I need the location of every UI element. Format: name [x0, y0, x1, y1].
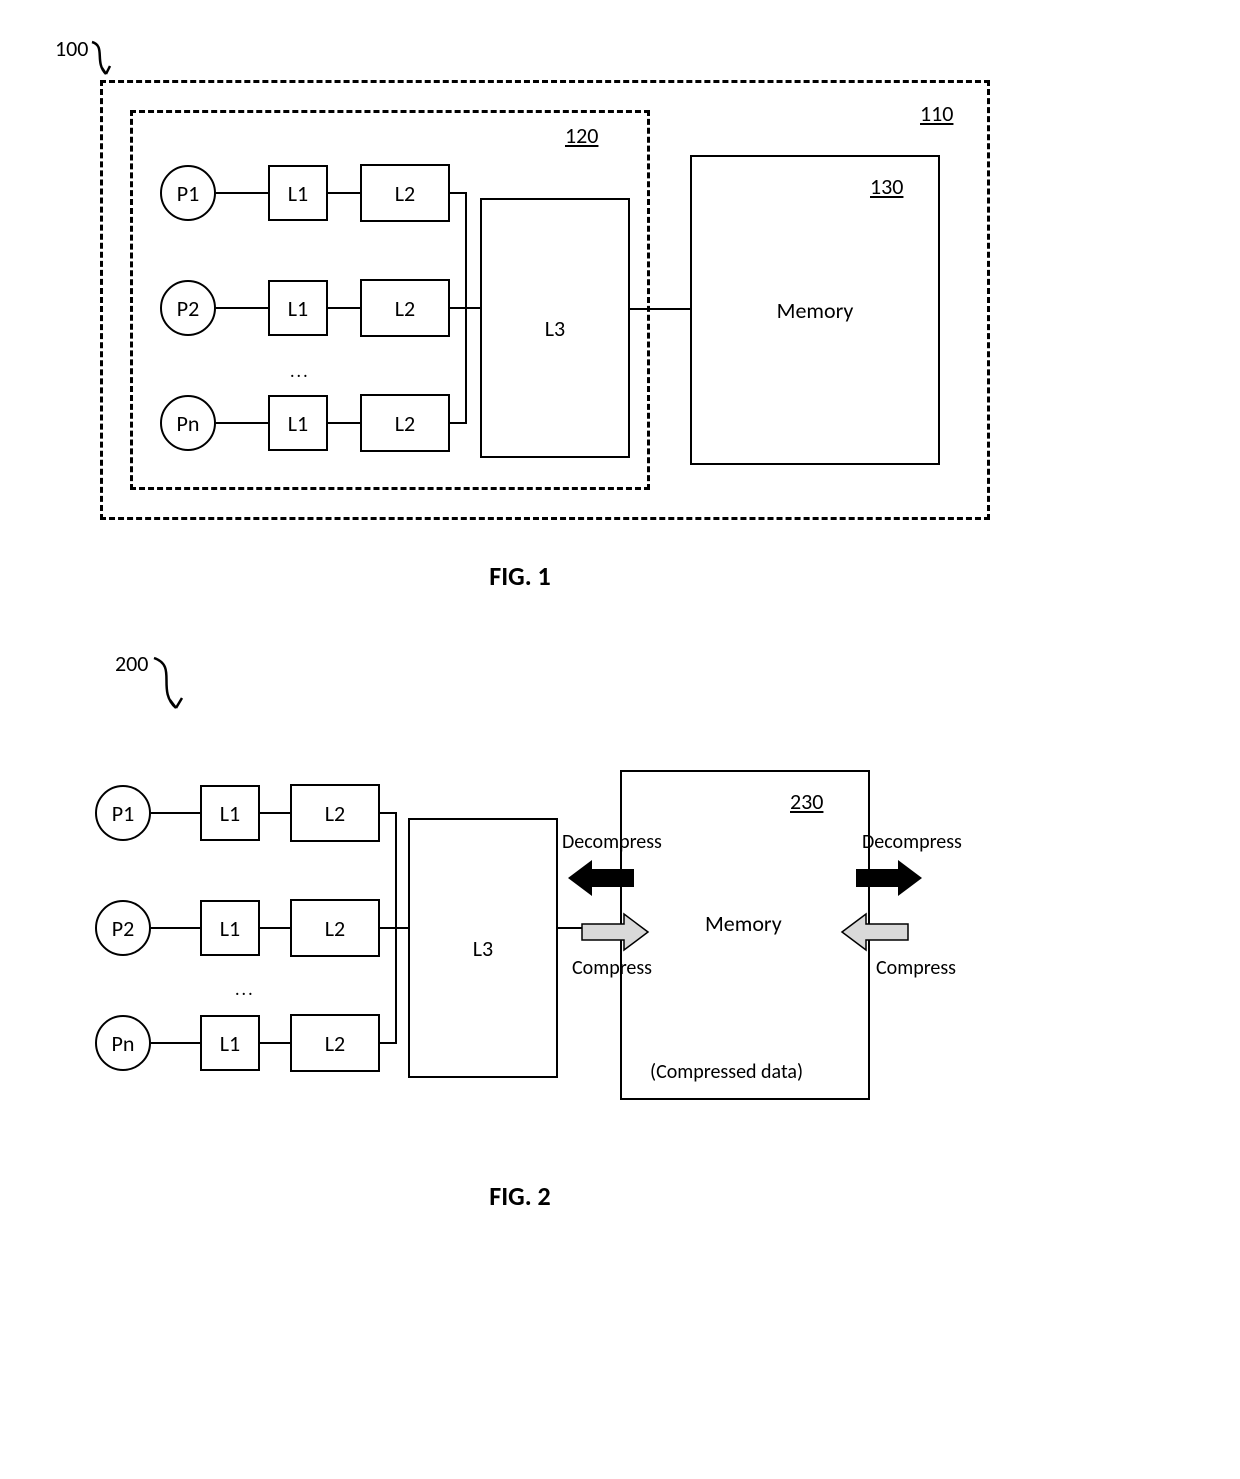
fig1-pn: Pn [160, 395, 216, 451]
fig2-line-l2-bus-1 [380, 812, 395, 814]
canvas: 100 110 120 P1 L1 L2 P2 L1 L2 ... Pn L1 … [0, 0, 1240, 1479]
fig1-memory: Memory [690, 155, 940, 465]
fig1-l1-1: L1 [268, 165, 328, 221]
fig2-l2-n: L2 [290, 1014, 380, 1072]
fig1-line-l1-l2-n [328, 422, 360, 424]
fig1-line-p2-l1 [216, 307, 268, 309]
fig2-line-p2-l1 [151, 927, 200, 929]
fig1-line-l3-mem [630, 308, 690, 310]
fig2-left-compress-label: Compress [572, 956, 652, 980]
fig1-line-l2-bus-1 [450, 192, 465, 194]
fig1-caption: FIG. 1 [445, 560, 595, 592]
fig2-ref-200-pointer [152, 656, 192, 716]
fig1-line-l1-l2-1 [328, 192, 360, 194]
fig2-caption: FIG. 2 [445, 1180, 595, 1212]
fig1-line-l1-l2-2 [328, 307, 360, 309]
fig2-l2-2: L2 [290, 899, 380, 957]
fig2-line-l1-l2-1 [260, 812, 290, 814]
fig1-p1: P1 [160, 165, 216, 221]
fig2-line-l1-l2-2 [260, 927, 290, 929]
fig2-left-decompress-label: Decompress [562, 830, 662, 854]
fig2-l1-2: L1 [200, 900, 260, 956]
fig1-l2-2: L2 [360, 279, 450, 337]
fig1-l2-n: L2 [360, 394, 450, 452]
fig1-ellipsis: ... [290, 360, 310, 382]
fig2-line-l2-bus-n [380, 1042, 395, 1044]
fig2-arrow-left-compress [578, 912, 648, 952]
fig2-line-pn-l1 [151, 1042, 200, 1044]
fig2-right-compress-label: Compress [876, 956, 956, 980]
fig2-memory-label: Memory [705, 910, 782, 937]
fig2-arrow-right-compress [842, 912, 912, 952]
fig1-ref-120: 120 [565, 122, 598, 149]
fig2-line-l2-bus-2 [380, 927, 408, 929]
fig1-l1-n: L1 [268, 395, 328, 451]
fig2-arrow-left-decompress [568, 858, 638, 898]
fig2-p2: P2 [95, 900, 151, 956]
fig1-ref-110: 110 [920, 100, 953, 127]
fig2-line-l1-l2-n [260, 1042, 290, 1044]
fig1-p2: P2 [160, 280, 216, 336]
fig2-arrow-right-decompress [852, 858, 922, 898]
fig2-l3: L3 [408, 818, 558, 1078]
fig1-l2-1: L2 [360, 164, 450, 222]
fig1-bus [465, 192, 467, 424]
fig1-line-p1-l1 [216, 192, 268, 194]
fig2-l1-n: L1 [200, 1015, 260, 1071]
fig2-ref-230: 230 [790, 788, 823, 815]
fig1-ref-130: 130 [870, 173, 903, 200]
fig2-ellipsis: ... [235, 978, 255, 1000]
fig1-l1-2: L1 [268, 280, 328, 336]
fig1-l3: L3 [480, 198, 630, 458]
fig2-ref-200: 200 [115, 650, 148, 677]
fig1-ref-100-pointer [88, 40, 118, 80]
fig2-right-decompress-label: Decompress [862, 830, 962, 854]
fig2-p1: P1 [95, 785, 151, 841]
fig2-l1-1: L1 [200, 785, 260, 841]
fig1-line-l2-bus-n [450, 422, 465, 424]
fig2-line-p1-l1 [151, 812, 200, 814]
fig2-l2-1: L2 [290, 784, 380, 842]
fig2-compressed-label: (Compressed data) [650, 1060, 803, 1084]
fig2-bus [395, 812, 397, 1044]
fig1-line-pn-l1 [216, 422, 268, 424]
fig1-ref-100: 100 [55, 35, 88, 62]
fig2-pn: Pn [95, 1015, 151, 1071]
